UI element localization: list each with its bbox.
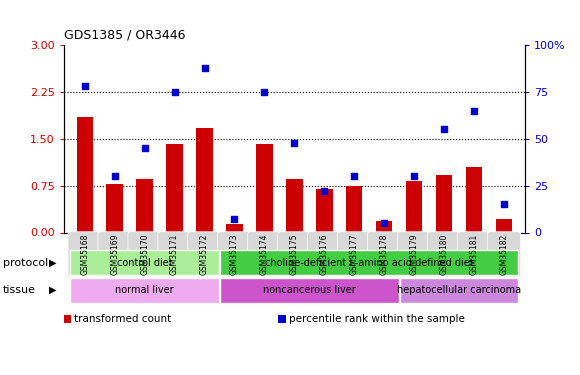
Text: choline-deficient L-amino acid defined diet: choline-deficient L-amino acid defined d… (265, 258, 473, 267)
Bar (466, 167, 482, 232)
Text: hepatocellular carcinoma: hepatocellular carcinoma (397, 285, 521, 295)
Bar (107, 184, 123, 232)
Text: percentile rank within the sample: percentile rank within the sample (289, 314, 465, 324)
Text: normal liver: normal liver (115, 285, 174, 295)
Point (350, 173, 359, 179)
Text: GSM35179: GSM35179 (409, 233, 419, 275)
Text: control diet: control diet (117, 258, 172, 267)
Text: GSM35170: GSM35170 (140, 233, 149, 275)
Text: ▶: ▶ (49, 258, 57, 267)
Text: GSM35181: GSM35181 (469, 233, 478, 274)
Bar (346, 186, 362, 232)
Text: tissue: tissue (3, 285, 36, 295)
Text: GSM35171: GSM35171 (170, 233, 179, 275)
Text: protocol: protocol (3, 258, 48, 267)
Text: GSM35176: GSM35176 (320, 233, 329, 275)
Point (230, 216, 239, 222)
Bar (316, 189, 332, 232)
Point (110, 173, 119, 179)
Bar (166, 144, 183, 232)
Text: GDS1385 / OR3446: GDS1385 / OR3446 (64, 28, 185, 41)
Point (469, 108, 478, 114)
Bar (77, 117, 93, 232)
Bar (406, 181, 422, 232)
Point (320, 188, 329, 194)
Text: GSM35172: GSM35172 (200, 233, 209, 275)
Point (409, 173, 419, 179)
Text: GSM35178: GSM35178 (380, 233, 389, 275)
Text: GSM35182: GSM35182 (499, 233, 509, 274)
Bar (196, 128, 213, 232)
Bar (256, 144, 273, 232)
Text: transformed count: transformed count (74, 314, 172, 324)
Point (80, 83, 89, 89)
Bar (136, 179, 153, 232)
Bar (286, 179, 303, 232)
Point (170, 89, 179, 95)
Text: GSM35175: GSM35175 (290, 233, 299, 275)
Text: GSM35180: GSM35180 (440, 233, 448, 275)
Text: ▶: ▶ (49, 285, 57, 295)
Bar (436, 175, 452, 232)
Point (440, 126, 449, 132)
Text: GSM35173: GSM35173 (230, 233, 239, 275)
Text: GSM35169: GSM35169 (110, 233, 119, 275)
Point (200, 64, 209, 70)
Text: GSM35174: GSM35174 (260, 233, 269, 275)
Bar (226, 224, 242, 232)
Text: noncancerous liver: noncancerous liver (263, 285, 356, 295)
Point (290, 140, 299, 146)
Point (379, 220, 389, 226)
Bar (376, 221, 393, 232)
Point (499, 201, 509, 207)
Text: GSM35168: GSM35168 (80, 233, 89, 275)
Text: GSM35177: GSM35177 (350, 233, 359, 275)
Bar (496, 219, 512, 232)
Point (260, 89, 269, 95)
Point (140, 145, 149, 151)
